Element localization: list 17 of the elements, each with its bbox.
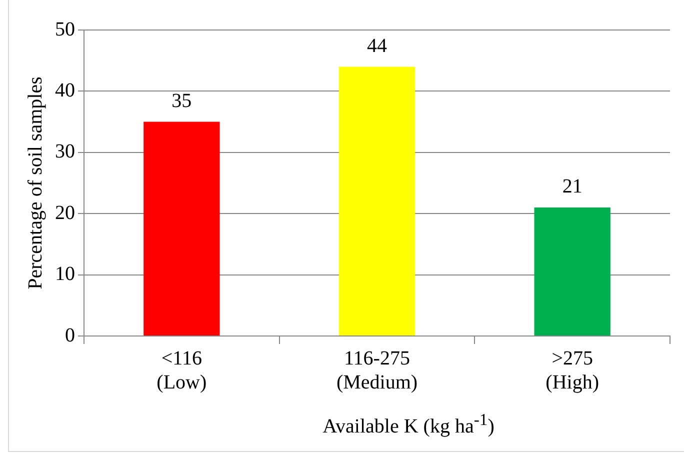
x-tick-label: <116 (Low) [156, 347, 207, 394]
y-tick-label: 50 [55, 18, 75, 40]
y-axis-title: Percentage of soil samples [24, 76, 46, 290]
data-label: 44 [367, 34, 387, 57]
y-tick-label: 20 [55, 202, 75, 224]
x-tick-label: >275 (High) [546, 347, 599, 394]
y-tick-label: 40 [55, 79, 75, 102]
y-tick-label: 30 [55, 140, 75, 163]
bar [534, 207, 610, 336]
data-label: 35 [172, 90, 192, 112]
y-tick-label: 0 [65, 324, 75, 346]
x-tick-label: 116-275 (Medium) [336, 347, 418, 394]
x-axis-title: Available K (kg ha$^{-1}$) [322, 410, 496, 439]
y-tick-label: 10 [55, 263, 75, 286]
data-label: 21 [562, 176, 582, 198]
bar [338, 66, 416, 336]
bar [144, 122, 220, 336]
